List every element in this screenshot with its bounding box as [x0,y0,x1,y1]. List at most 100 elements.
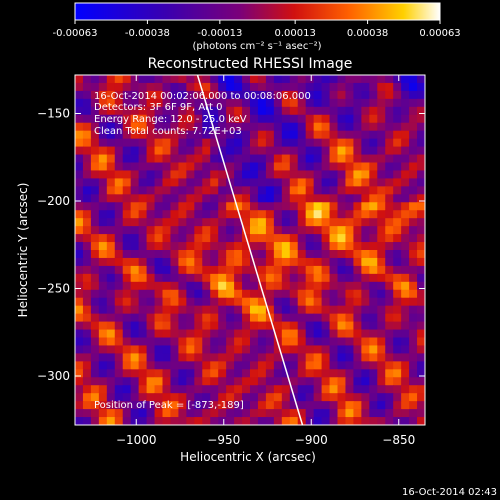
heatmap-cell [210,82,219,92]
heatmap-cell [106,329,116,339]
heatmap-cell [90,313,100,323]
heatmap-cell [154,226,164,235]
heatmap-cell [146,361,156,370]
heatmap-cell [154,186,164,195]
heatmap-cell [345,377,354,386]
heatmap-cell [154,82,164,92]
heatmap-cell [417,257,425,267]
heatmap-cell [90,329,100,339]
heatmap-cell [106,273,116,283]
heatmap-cell [281,75,291,84]
heatmap-cell [114,162,124,172]
heatmap-cell [417,75,425,84]
heatmap-cell [265,369,275,378]
heatmap-cell [385,265,394,275]
heatmap-cell [98,194,108,203]
heatmap-cell [369,369,378,378]
heatmap-cell [329,273,339,283]
colorbar-tick-label: -0.00013 [197,28,242,39]
heatmap-cell [353,305,362,315]
heatmap-cell [257,186,267,195]
heatmap-cell [82,401,92,410]
heatmap-cell [345,337,354,347]
heatmap-cell [393,361,402,370]
heatmap-cell [313,138,323,148]
heatmap-cell [401,353,410,362]
heatmap-cell [226,409,235,418]
heatmap-cell [369,106,378,116]
heatmap-cell [226,202,235,211]
heatmap-cell [218,369,227,378]
heatmap-cell [361,257,370,267]
heatmap-cell [170,186,179,195]
heatmap-cell [130,353,140,362]
heatmap-cell [361,297,370,307]
heatmap-cell [353,417,362,425]
heatmap-cell [170,202,179,211]
heatmap-cell [234,417,243,425]
heatmap-cell [401,178,410,187]
heatmap-cell [401,401,410,410]
heatmap-cell [114,226,124,235]
heatmap-cell [75,313,84,323]
heatmap-cell [401,98,410,108]
heatmap-cell [162,297,172,307]
heatmap-cell [114,281,124,291]
heatmap-cell [154,146,164,156]
heatmap-cell [369,186,378,195]
heatmap-cell [401,75,410,84]
heatmap-cell [417,265,425,275]
heatmap-cell [289,90,299,100]
heatmap-cell [146,146,156,156]
heatmap-cell [337,297,347,307]
heatmap-cell [345,409,354,418]
heatmap-cell [393,409,402,418]
heatmap-cell [75,82,84,92]
heatmap-cell [250,401,259,410]
heatmap-cell [170,90,179,100]
heatmap-cell [218,122,227,132]
heatmap-cell [75,75,84,84]
heatmap-cell [154,305,164,315]
heatmap-cell [98,250,108,259]
heatmap-cell [138,146,148,156]
heatmap-cell [122,226,132,235]
heatmap-cell [281,146,291,156]
heatmap-cell [138,345,148,354]
heatmap-cell [226,98,235,108]
heatmap-cell [154,234,164,243]
heatmap-cell [257,281,267,291]
heatmap-cell [313,329,323,339]
heatmap-cell [250,154,259,164]
heatmap-cell [226,313,235,323]
heatmap-cell [138,361,148,370]
heatmap-cell [417,106,425,116]
heatmap-cell [98,369,108,378]
heatmap-cell [265,401,275,410]
heatmap-cell [281,409,291,418]
heatmap-cell [130,289,140,299]
heatmap-cell [75,273,84,283]
annotation-clean-counts: Clean Total counts: 7.72E+03 [94,126,242,137]
heatmap-cell [242,257,251,267]
heatmap-cell [98,257,108,267]
heatmap-cell [265,257,275,267]
heatmap-cell [226,353,235,362]
colorbar-tick-label: 0.00063 [419,28,460,39]
heatmap-cell [345,226,354,235]
heatmap-cell [393,297,402,307]
heatmap-cell [305,305,315,315]
heatmap-cell [90,114,100,124]
heatmap-cell [218,297,227,307]
heatmap-cell [321,297,331,307]
heatmap-cell [210,154,219,164]
heatmap-cell [242,210,251,219]
heatmap-cell [305,162,315,172]
annotation-time-range: 16-Oct-2014 00:02:06.000 to 00:08:06.000 [94,91,311,102]
heatmap-cell [146,234,156,243]
heatmap-cell [82,138,92,148]
heatmap-cell [353,361,362,370]
heatmap-cell [409,409,418,418]
heatmap-cell [369,226,378,235]
heatmap-cell [218,393,227,402]
